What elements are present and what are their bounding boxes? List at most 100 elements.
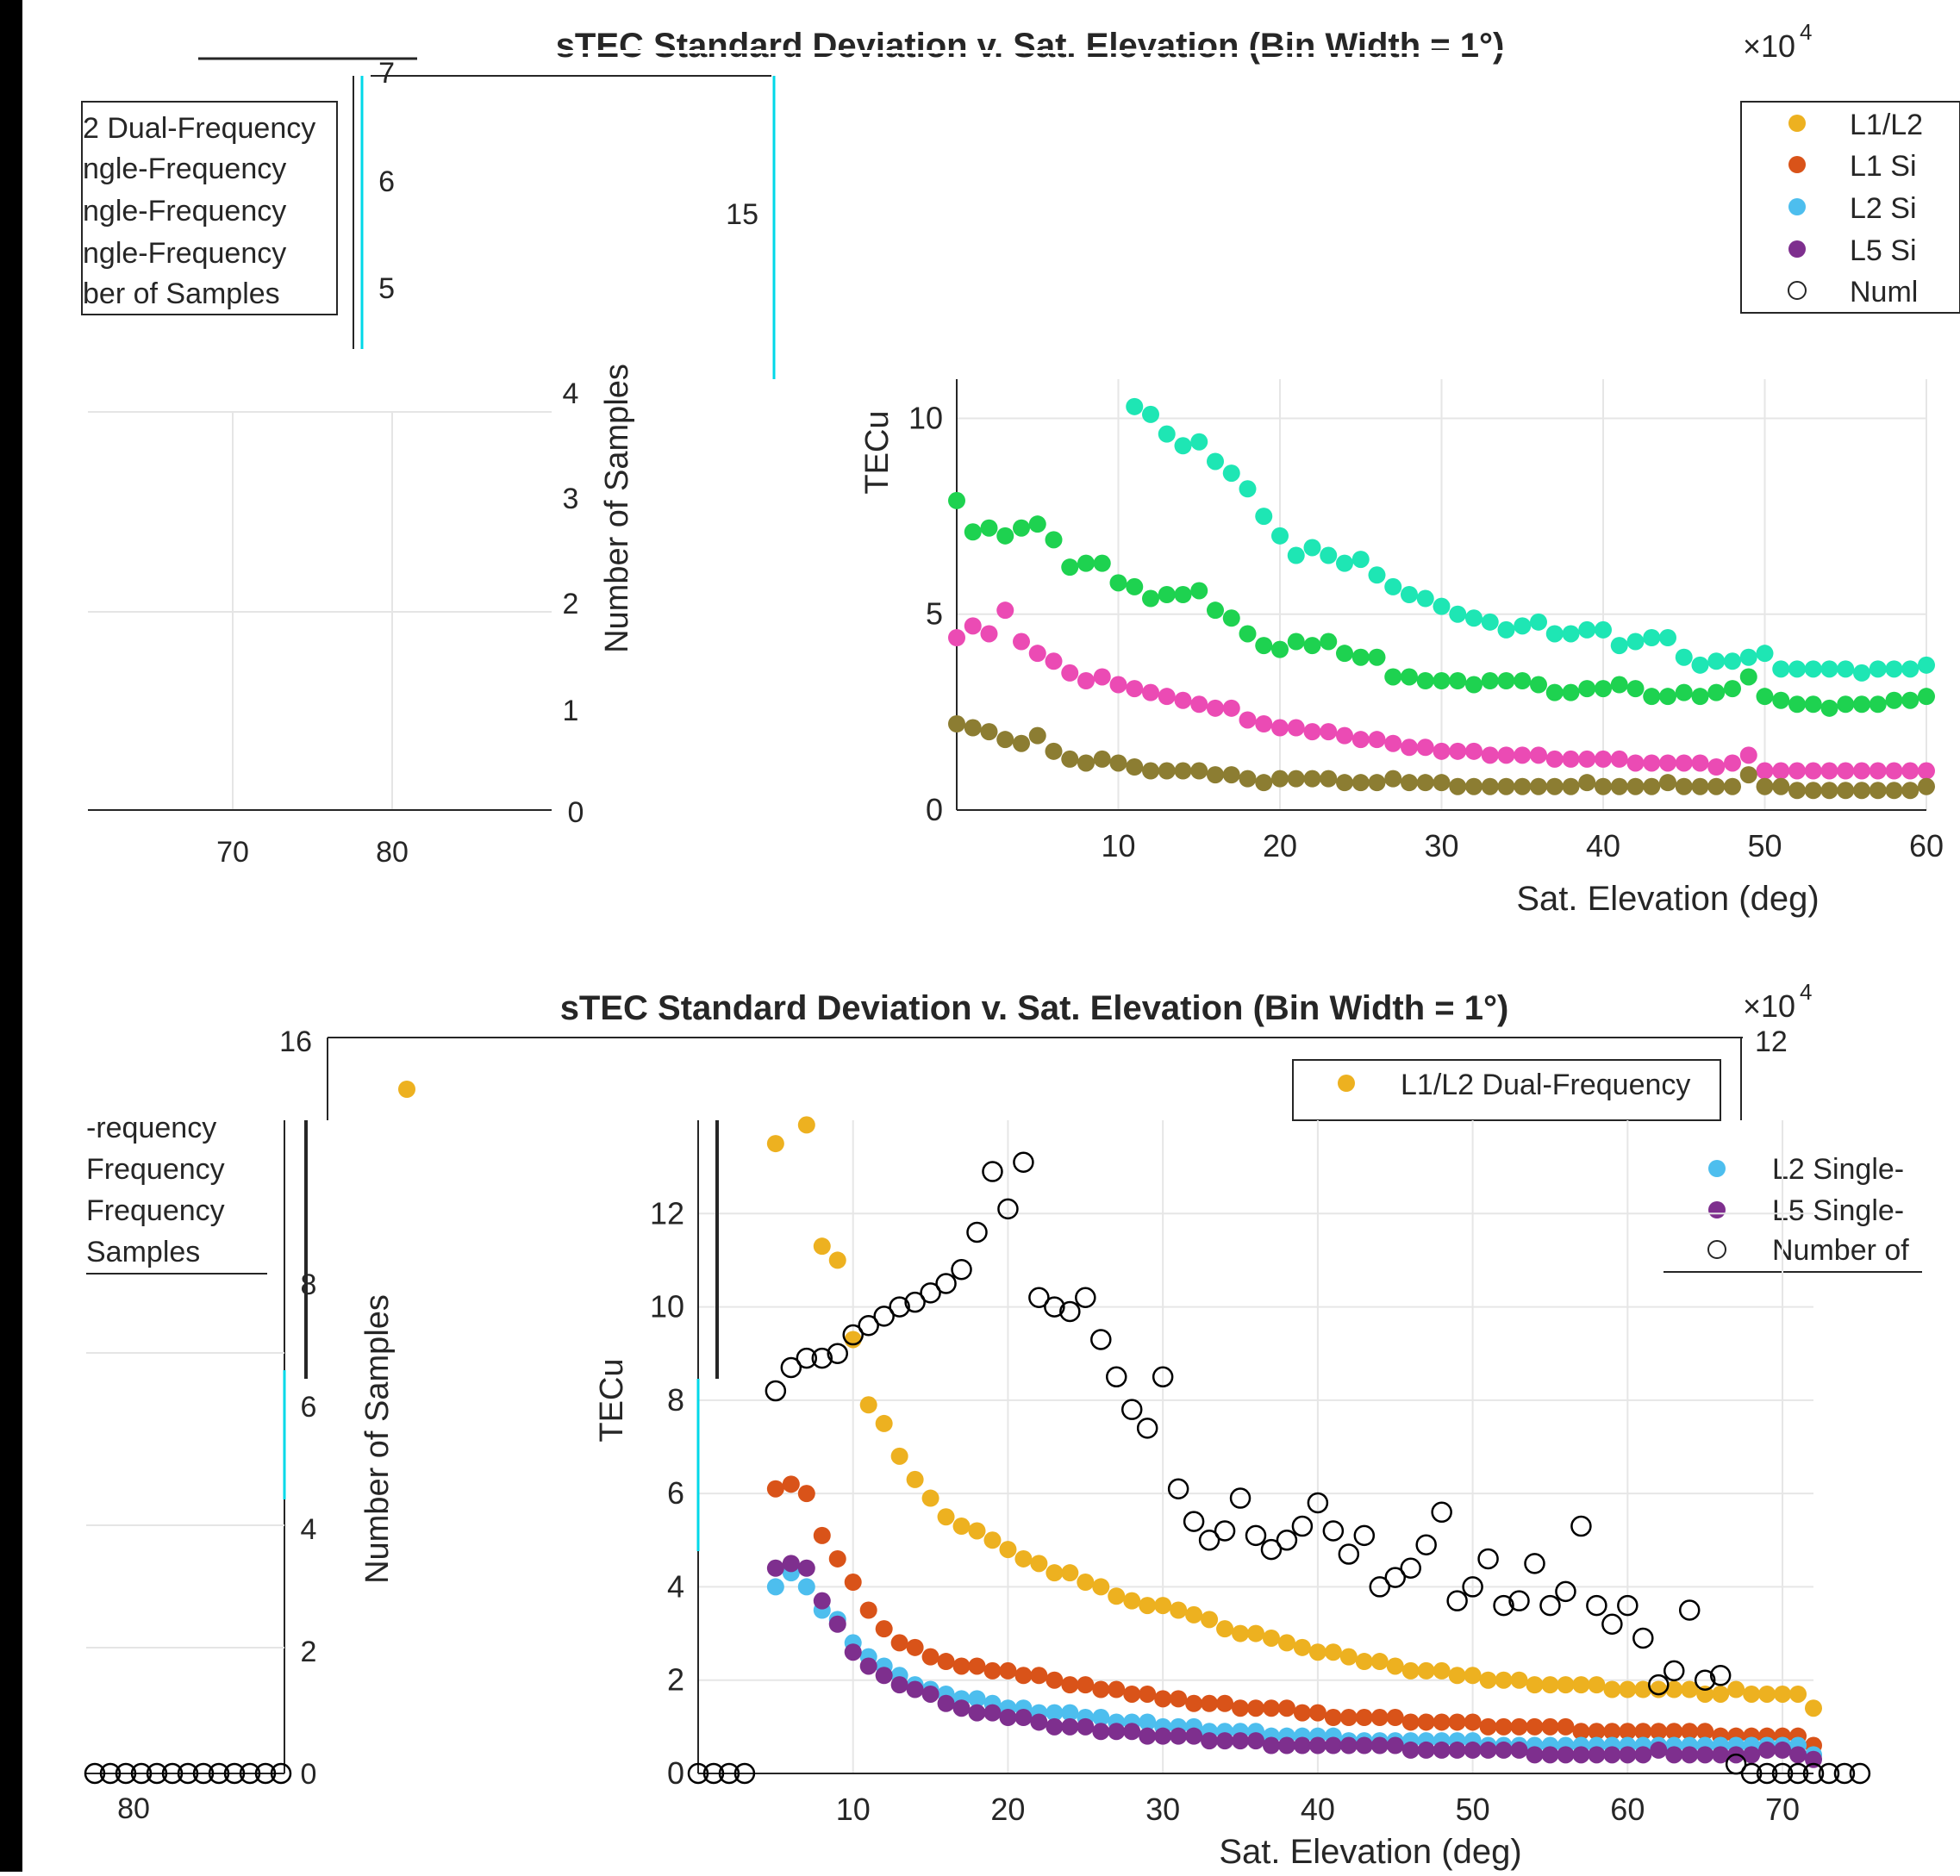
bottom-series-3-point-31 [1247, 1732, 1264, 1750]
bottom-series-4-point-21 [1028, 1287, 1050, 1308]
top-series-3-point-53 [1804, 782, 1822, 800]
top-series-0-point-6 [1222, 464, 1240, 483]
top-series-3-point-58 [1885, 782, 1903, 800]
bottom-series-4-point-42 [1353, 1524, 1376, 1547]
bottom-series-4-point-64 [1694, 1669, 1716, 1691]
top-series-3-point-32 [1465, 777, 1482, 795]
top-series-1-point-27 [1384, 668, 1402, 686]
top-series-2-point-12 [1142, 683, 1159, 701]
top-series-0-point-29 [1595, 620, 1612, 639]
bottom-series-4-point-19 [997, 1198, 1019, 1220]
bottom-series-0-point-67 [1805, 1699, 1822, 1717]
bottom-series-3-point-32 [1262, 1736, 1280, 1754]
bottom-series-1-point-37 [1339, 1709, 1358, 1727]
top-series-0-point-4 [1190, 433, 1208, 451]
bottom-series-1-point-43 [1433, 1713, 1451, 1731]
bottom-series-4-point-37 [1276, 1530, 1298, 1551]
top-series-1-point-9 [1093, 554, 1111, 572]
top-series-3-point-9 [1093, 750, 1111, 768]
bottom-series-3-point-37 [1339, 1736, 1358, 1754]
top-series-1-point-44 [1659, 688, 1676, 706]
bottom-series-1-point-60 [1696, 1723, 1714, 1741]
top-left-legend-entry-4: ngle-Frequency [83, 237, 286, 270]
top-series-1-point-30 [1433, 672, 1451, 689]
bottom-series-1-point-1 [782, 1475, 800, 1493]
bottom-series-3-point-19 [1061, 1717, 1079, 1736]
bottom-series-1-point-42 [1417, 1713, 1435, 1731]
bottom-series-1-point-6 [859, 1601, 877, 1619]
bottom-series-4-point-61 [1648, 1673, 1670, 1696]
bottom-series-0-point-36 [1324, 1643, 1342, 1661]
bottom-legend-box [1292, 1059, 1721, 1121]
top-series-0-point-48 [1901, 660, 1919, 678]
top-series-3-point-33 [1481, 777, 1499, 795]
top-series-3-point-25 [1351, 774, 1370, 792]
top-series-0-point-12 [1320, 546, 1338, 564]
top-ytick-label-0: 0 [926, 792, 943, 827]
top-series-1-point-60 [1918, 688, 1935, 706]
top-xtick-label-5: 50 [1747, 828, 1782, 863]
top-series-1-point-36 [1530, 676, 1547, 694]
bottom-series-0-point-24 [1139, 1597, 1157, 1615]
top-series-2-point-53 [1804, 762, 1822, 780]
top-series-2-point-33 [1481, 746, 1499, 764]
bottom-series-0-point-61 [1712, 1685, 1730, 1703]
bottom-series-0-point-23 [1123, 1592, 1141, 1610]
top-main-axes: 10 20 30 40 50 60 0 5 10 [908, 379, 1944, 863]
top-series-0-point-26 [1545, 625, 1564, 643]
top-series-3-point-45 [1675, 777, 1693, 795]
top-series-1-point-34 [1497, 672, 1515, 689]
bottom-series-3-point-20 [1077, 1717, 1095, 1736]
bottom-series-4-point-23 [1059, 1300, 1081, 1323]
bottom-left-ytick-4: 4 [301, 1513, 317, 1546]
top-series-2-point-7 [1061, 664, 1079, 682]
bottom-series-2-point-24 [1139, 1713, 1157, 1731]
top-series-2-point-57 [1869, 762, 1887, 780]
bottom-series-4-point-24 [1075, 1287, 1096, 1308]
bottom-series-4-point-71 [1802, 1762, 1825, 1785]
bottom-title: sTEC Standard Deviation v. Sat. Elevatio… [560, 989, 1509, 1027]
bottom-xtick-label-4: 50 [1456, 1792, 1490, 1827]
top-series-1-point-43 [1643, 688, 1661, 706]
bottom-series-4-point-69 [1771, 1762, 1794, 1785]
top-left-ytick-1: 1 [563, 695, 579, 727]
top-series-3-point-26 [1368, 774, 1386, 792]
top-series-0-point-43 [1820, 660, 1838, 678]
top-series-1-point-42 [1626, 680, 1645, 698]
bottom-ytick-label-6: 12 [650, 1195, 684, 1231]
bottom-series-4-point-4 [765, 1380, 787, 1402]
bottom-ytick-label-0: 0 [667, 1755, 684, 1791]
top-series-3-point-50 [1756, 777, 1774, 795]
top-series-1-point-22 [1303, 637, 1321, 655]
top-series-3-point-38 [1562, 777, 1580, 795]
bottom-xtick-label-2: 30 [1145, 1792, 1180, 1827]
top-series-3-point-13 [1158, 762, 1176, 780]
bottom-series-4-point-2 [718, 1762, 740, 1785]
top-series-2-point-45 [1675, 754, 1693, 772]
bottom-series-0-point-34 [1293, 1638, 1311, 1656]
bottom-series-3-point-63 [1743, 1746, 1761, 1764]
bottom-series-4-point-45 [1400, 1557, 1421, 1580]
bottom-series-4-point-13 [904, 1291, 926, 1313]
bottom-series-3-point-5 [844, 1643, 862, 1661]
top-series-2-point-14 [1174, 691, 1192, 709]
top-series-2-point-44 [1659, 754, 1676, 772]
top-series-2-point-0 [948, 629, 965, 646]
bottom-series-1-point-49 [1526, 1717, 1544, 1736]
top-series-2-point-54 [1820, 762, 1838, 780]
top-legend-label-4: L5 Si [1850, 234, 1917, 267]
bottom-series-1-point-19 [1061, 1676, 1079, 1694]
bottom-left-ytick-6: 6 [301, 1391, 317, 1424]
top-series-2-point-25 [1351, 731, 1370, 749]
top-series-3-point-17 [1222, 766, 1240, 784]
bottom-series-1-point-8 [890, 1634, 908, 1652]
top-series-3-point-46 [1691, 777, 1709, 795]
bottom-series-4-point-59 [1617, 1594, 1639, 1617]
top-series-3-point-0 [948, 715, 965, 732]
bottom-legend: L1/L2 Dual-Frequency L2 Single- L5 Singl… [1292, 1059, 1922, 1273]
bottom-ytick-label-3: 6 [667, 1475, 684, 1511]
top-series-3-point-8 [1077, 754, 1095, 772]
top-series-1-point-18 [1239, 625, 1257, 643]
bottom-right-ytick-12: 12 [1755, 1025, 1788, 1058]
bottom-left-zero-circle-3 [130, 1762, 153, 1785]
